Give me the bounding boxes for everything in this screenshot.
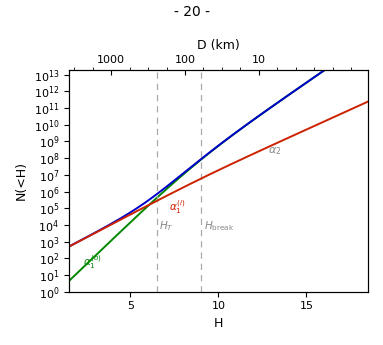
- Text: $H_{\rm break}$: $H_{\rm break}$: [205, 220, 235, 234]
- Y-axis label: N(<H): N(<H): [15, 161, 28, 200]
- Text: $H_T$: $H_T$: [159, 220, 174, 234]
- Text: $\alpha_1^{(o)}$: $\alpha_1^{(o)}$: [83, 253, 102, 271]
- Text: - 20 -: - 20 -: [173, 5, 210, 19]
- X-axis label: H: H: [214, 317, 223, 330]
- Text: $\alpha_1^{(i)}$: $\alpha_1^{(i)}$: [169, 198, 185, 216]
- X-axis label: D (km): D (km): [197, 39, 240, 52]
- Text: $\alpha_2$: $\alpha_2$: [268, 146, 281, 157]
